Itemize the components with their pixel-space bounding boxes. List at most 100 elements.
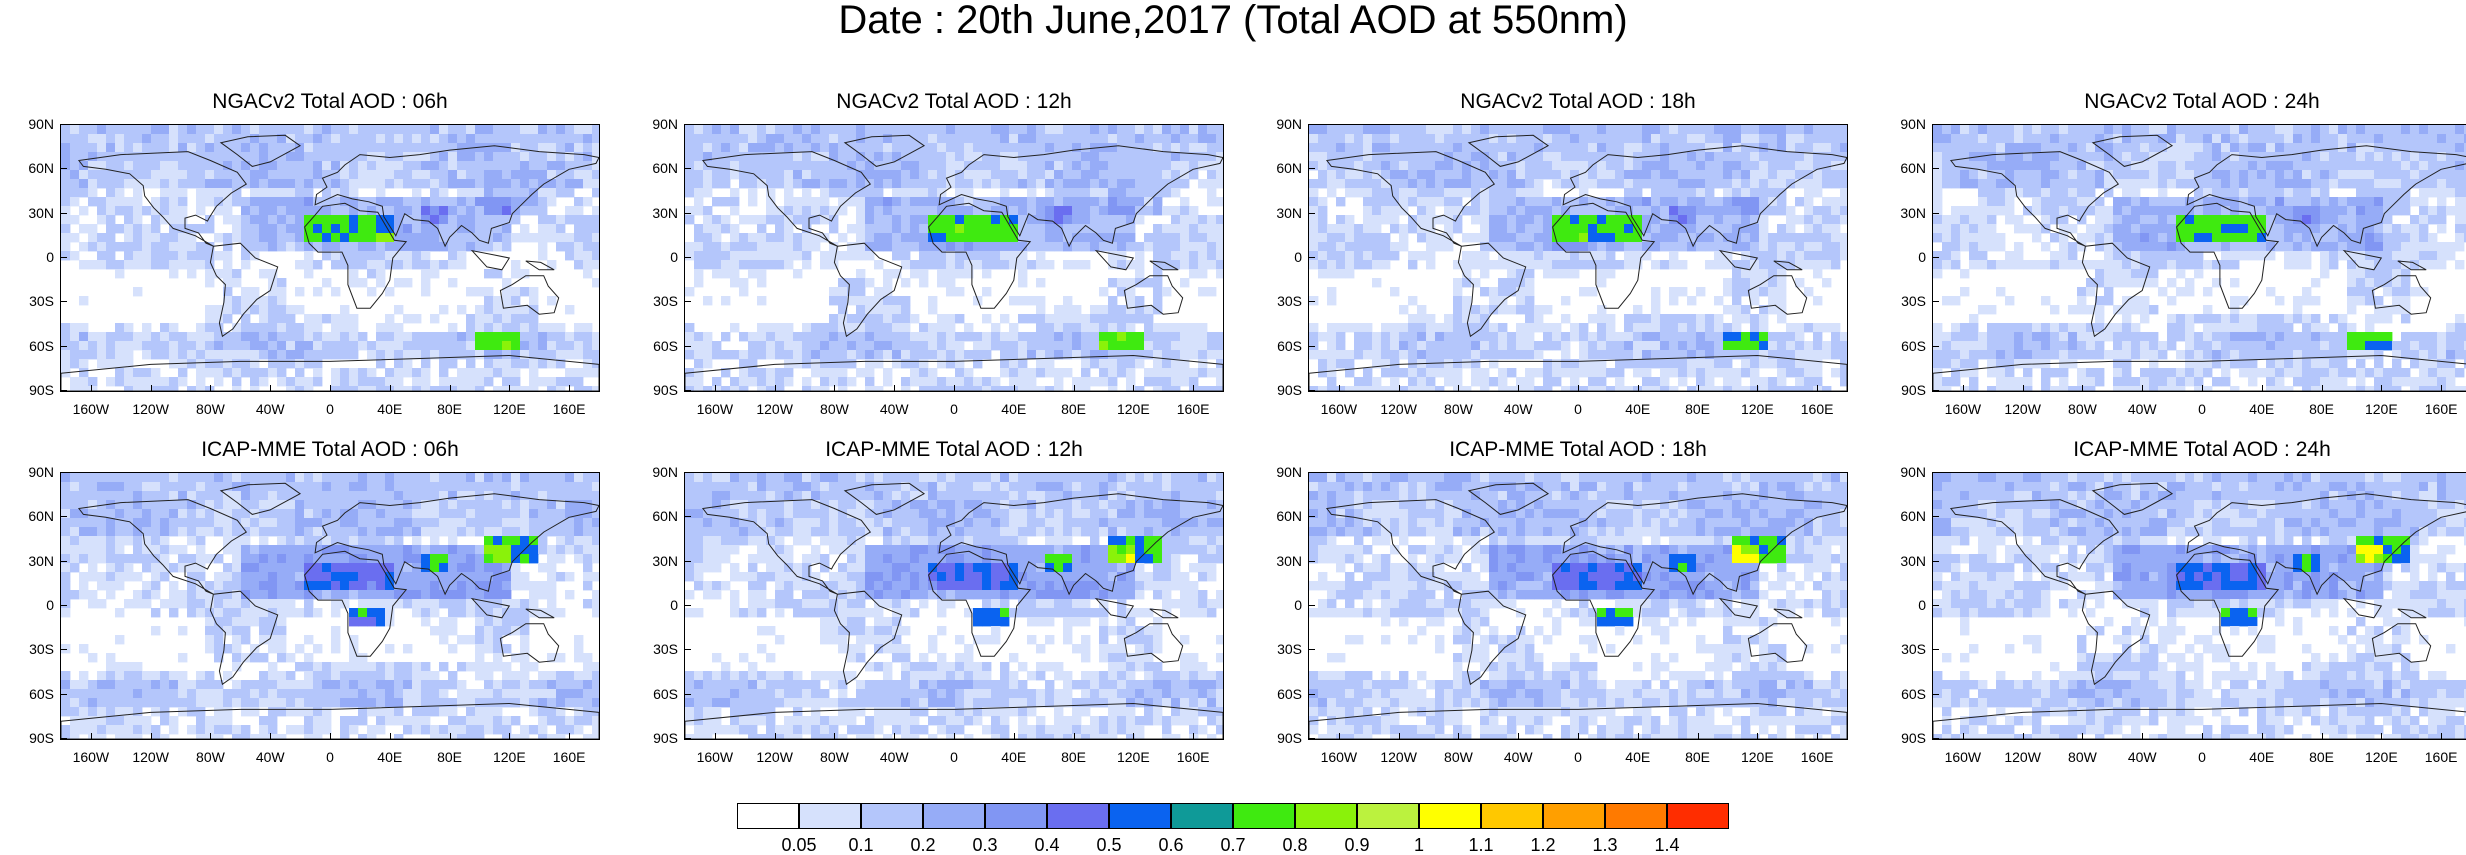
latitude-tick-label: 30N [1258, 554, 1302, 568]
latitude-tick-mark [1932, 124, 1939, 125]
longitude-tick-mark [2441, 733, 2442, 740]
colorbar-swatch [1047, 803, 1109, 829]
longitude-tick-mark [1578, 385, 1579, 392]
longitude-tick-label: 80E [420, 402, 480, 416]
panel-title: NGACv2 Total AOD : 18h [1308, 90, 1848, 114]
longitude-tick-label: 0 [2172, 402, 2232, 416]
longitude-tick-label: 120W [1369, 402, 1429, 416]
aod-field-map [1309, 125, 1847, 391]
latitude-tick-label: 30S [634, 294, 678, 308]
latitude-tick-mark [1308, 346, 1315, 347]
longitude-tick-label: 120W [745, 402, 805, 416]
longitude-tick-mark [91, 733, 92, 740]
longitude-tick-mark [1074, 385, 1075, 392]
colorbar-swatch [1481, 803, 1543, 829]
longitude-tick-mark [1757, 385, 1758, 392]
longitude-tick-mark [270, 733, 271, 740]
latitude-tick-label: 0 [1258, 598, 1302, 612]
latitude-tick-mark [684, 561, 691, 562]
longitude-tick-mark [270, 385, 271, 392]
colorbar-swatch [1171, 803, 1233, 829]
colorbar-label: 0.5 [1079, 836, 1139, 854]
longitude-tick-label: 40W [864, 750, 924, 764]
longitude-tick-label: 160E [1787, 750, 1847, 764]
latitude-tick-mark [684, 738, 691, 739]
panel-title: ICAP-MME Total AOD : 24h [1932, 438, 2466, 462]
longitude-tick-label: 40W [2112, 402, 2172, 416]
latitude-tick-mark [60, 257, 67, 258]
longitude-tick-mark [2023, 385, 2024, 392]
latitude-tick-mark [60, 390, 67, 391]
longitude-tick-mark [450, 385, 451, 392]
latitude-tick-label: 90N [1258, 465, 1302, 479]
longitude-tick-label: 80E [1044, 402, 1104, 416]
latitude-tick-mark [1308, 257, 1315, 258]
latitude-tick-mark [1308, 213, 1315, 214]
longitude-tick-label: 40E [984, 750, 1044, 764]
aod-field-cells [1309, 473, 1847, 739]
longitude-tick-label: 40E [360, 402, 420, 416]
figure-title: Date : 20th June,2017 (Total AOD at 550n… [0, 0, 2466, 44]
longitude-tick-mark [1698, 385, 1699, 392]
aod-field-map [61, 125, 599, 391]
longitude-tick-mark [715, 385, 716, 392]
aod-field-map [685, 473, 1223, 739]
latitude-tick-mark [1308, 649, 1315, 650]
colorbar-swatch [1357, 803, 1419, 829]
longitude-tick-label: 160E [539, 750, 599, 764]
latitude-tick-label: 30S [10, 294, 54, 308]
latitude-tick-label: 90S [10, 731, 54, 745]
longitude-tick-mark [954, 733, 955, 740]
longitude-tick-mark [2142, 385, 2143, 392]
longitude-tick-label: 0 [924, 402, 984, 416]
longitude-tick-label: 80E [1668, 750, 1728, 764]
longitude-tick-label: 120E [1727, 750, 1787, 764]
longitude-tick-mark [1339, 385, 1340, 392]
longitude-tick-mark [151, 385, 152, 392]
latitude-tick-mark [60, 605, 67, 606]
latitude-tick-label: 30S [10, 642, 54, 656]
longitude-tick-mark [2202, 733, 2203, 740]
latitude-tick-mark [684, 301, 691, 302]
longitude-tick-label: 160E [1787, 402, 1847, 416]
colorbar-swatch [985, 803, 1047, 829]
map-frame [1932, 124, 2466, 392]
longitude-tick-label: 0 [300, 750, 360, 764]
longitude-tick-label: 40W [2112, 750, 2172, 764]
longitude-tick-label: 0 [2172, 750, 2232, 764]
longitude-tick-label: 40W [1488, 750, 1548, 764]
longitude-tick-mark [1458, 385, 1459, 392]
panel-title: ICAP-MME Total AOD : 12h [684, 438, 1224, 462]
aod-field-cells [61, 473, 599, 739]
latitude-tick-label: 90N [634, 117, 678, 131]
longitude-tick-mark [1817, 385, 1818, 392]
colorbar-label: 0.1 [831, 836, 891, 854]
colorbar-label: 0.05 [769, 836, 829, 854]
aod-field-cells [1933, 125, 2466, 391]
latitude-tick-label: 30S [1258, 294, 1302, 308]
longitude-tick-mark [1399, 733, 1400, 740]
longitude-tick-label: 120W [1369, 750, 1429, 764]
colorbar-swatch [737, 803, 799, 829]
latitude-tick-label: 30N [10, 206, 54, 220]
latitude-tick-label: 60N [10, 509, 54, 523]
colorbar-swatch [799, 803, 861, 829]
latitude-tick-label: 60N [1882, 509, 1926, 523]
latitude-tick-label: 60S [1882, 687, 1926, 701]
latitude-tick-mark [1308, 516, 1315, 517]
longitude-tick-mark [509, 385, 510, 392]
latitude-tick-mark [1932, 605, 1939, 606]
longitude-tick-mark [1339, 733, 1340, 740]
longitude-tick-label: 80E [1668, 402, 1728, 416]
colorbar-label: 1.1 [1451, 836, 1511, 854]
aod-field-map [61, 473, 599, 739]
latitude-tick-label: 30S [1882, 294, 1926, 308]
latitude-tick-mark [1308, 472, 1315, 473]
aod-field-cells [685, 473, 1223, 739]
longitude-tick-label: 120W [745, 750, 805, 764]
longitude-tick-label: 160W [1309, 402, 1369, 416]
longitude-tick-mark [2262, 385, 2263, 392]
colorbar-label: 0.2 [893, 836, 953, 854]
latitude-tick-label: 90S [1882, 731, 1926, 745]
